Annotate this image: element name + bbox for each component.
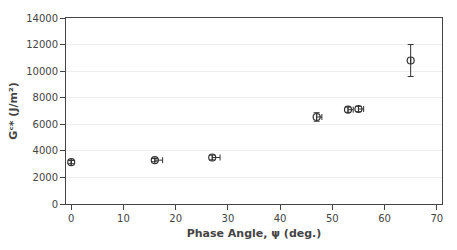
svg-text:40: 40 [274, 213, 287, 224]
svg-text:4000: 4000 [33, 145, 58, 156]
svg-text:10: 10 [117, 213, 130, 224]
svg-text:Phase Angle, ψ (deg.): Phase Angle, ψ (deg.) [187, 227, 322, 240]
svg-text:50: 50 [326, 213, 339, 224]
svg-text:20: 20 [169, 213, 182, 224]
svg-text:2000: 2000 [33, 172, 58, 183]
svg-text:0: 0 [52, 199, 58, 210]
svg-text:10000: 10000 [26, 66, 58, 77]
svg-text:14000: 14000 [26, 13, 58, 24]
svg-text:0: 0 [68, 213, 74, 224]
svg-text:6000: 6000 [33, 119, 58, 130]
svg-text:60: 60 [378, 213, 391, 224]
svg-text:30: 30 [222, 213, 235, 224]
svg-text:Gᶜ* (J/m²): Gᶜ* (J/m²) [7, 82, 20, 140]
svg-text:12000: 12000 [26, 39, 58, 50]
svg-text:70: 70 [430, 213, 443, 224]
svg-text:8000: 8000 [33, 92, 58, 103]
